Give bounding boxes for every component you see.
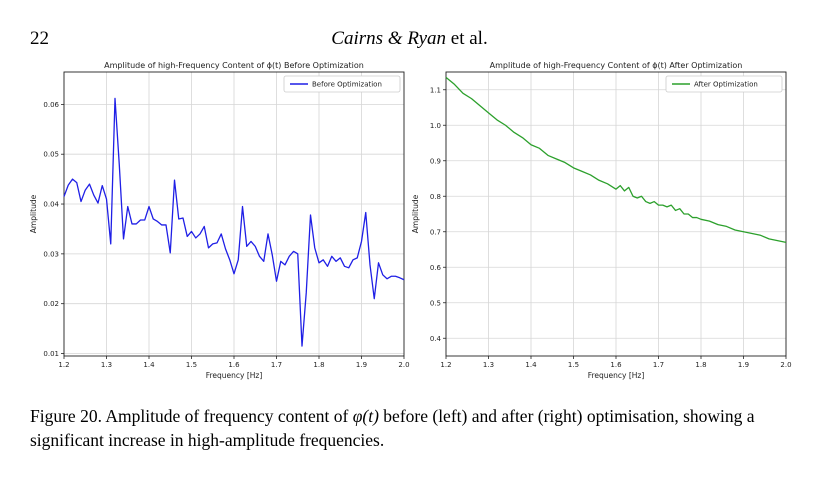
x-tick-label: 1.3 — [101, 361, 112, 369]
running-head-authors: Cairns & Ryan — [331, 28, 447, 49]
chart-before-optimization: 1.2 1.3 1.4 1.5 1.6 1.7 1.8 1.9 2.0 0.01 0.02 0.03 0… — [29, 61, 410, 380]
legend-label: After Optimization — [694, 81, 758, 89]
x-tick-label: 1.5 — [568, 361, 579, 369]
caption-label: Figure 20. — [30, 406, 102, 426]
figure-20: 1.2 1.3 1.4 1.5 1.6 1.7 1.8 1.9 2.0 0.01 0.02 0.03 0… — [29, 61, 792, 380]
x-axis-label: Frequency [Hz] — [206, 371, 263, 380]
caption-text-2: before (left) and after (right) optimisa… — [30, 406, 755, 450]
running-head-suffix: et al. — [446, 28, 488, 49]
x-tick-label: 1.7 — [271, 361, 282, 369]
y-axis-label: Amplitude — [29, 194, 38, 233]
y-tick-label: 0.06 — [43, 101, 59, 109]
x-tick-label: 2.0 — [780, 361, 791, 369]
x-tick-label: 1.7 — [653, 361, 664, 369]
y-tick-label: 0.03 — [43, 250, 59, 258]
x-tick-label: 1.2 — [440, 361, 451, 369]
legend-box — [665, 75, 783, 93]
figure-caption: Figure 20. Amplitude of frequency conten… — [30, 404, 795, 452]
chart-title: Amplitude of high-Frequency Content of ϕ… — [490, 61, 743, 70]
x-tick-label: 1.4 — [525, 361, 537, 369]
series-line — [63, 97, 405, 347]
y-tick-label: 0.04 — [43, 201, 59, 209]
x-tick-label: 2.0 — [398, 361, 409, 369]
y-tick-label: 0.8 — [430, 193, 441, 201]
x-tick-label: 1.9 — [356, 361, 367, 369]
x-axis-label: Frequency [Hz] — [588, 371, 645, 380]
y-tick-label: 1.0 — [430, 122, 441, 130]
series-line — [445, 76, 787, 244]
page-number: 22 — [30, 28, 49, 49]
y-tick-label: 0.05 — [43, 151, 59, 159]
chart-title: Amplitude of high-Frequency Content of ϕ… — [104, 61, 364, 70]
chart-after-optimization: 1.2 1.3 1.4 1.5 1.6 1.7 1.8 1.9 2.0 0.4 0.5 0.6 0.7 0… — [411, 61, 792, 380]
x-tick-label: 1.9 — [738, 361, 749, 369]
y-axis-label: Amplitude — [411, 194, 420, 233]
x-tick-label: 1.5 — [186, 361, 197, 369]
y-tick-label: 0.01 — [43, 350, 59, 358]
legend-label: Before Optimization — [312, 81, 382, 89]
x-tick-label: 1.6 — [228, 361, 240, 369]
caption-text-1: Amplitude of frequency content of — [101, 406, 353, 426]
x-tick-label: 1.2 — [58, 361, 69, 369]
y-tick-label: 0.5 — [430, 299, 441, 307]
x-tick-label: 1.4 — [143, 361, 155, 369]
y-tick-label: 0.9 — [430, 157, 441, 165]
caption-math: φ(t) — [352, 406, 379, 426]
running-head: Cairns & Ryan et al. — [0, 28, 819, 50]
y-tick-label: 0.02 — [43, 300, 59, 308]
y-tick-label: 0.4 — [430, 335, 442, 343]
x-tick-label: 1.6 — [610, 361, 622, 369]
legend-box — [283, 75, 401, 93]
y-tick-label: 1.1 — [430, 86, 441, 94]
x-tick-label: 1.3 — [483, 361, 494, 369]
y-tick-label: 0.6 — [430, 264, 442, 272]
x-tick-label: 1.8 — [695, 361, 706, 369]
x-tick-label: 1.8 — [313, 361, 324, 369]
y-tick-label: 0.7 — [430, 228, 441, 236]
